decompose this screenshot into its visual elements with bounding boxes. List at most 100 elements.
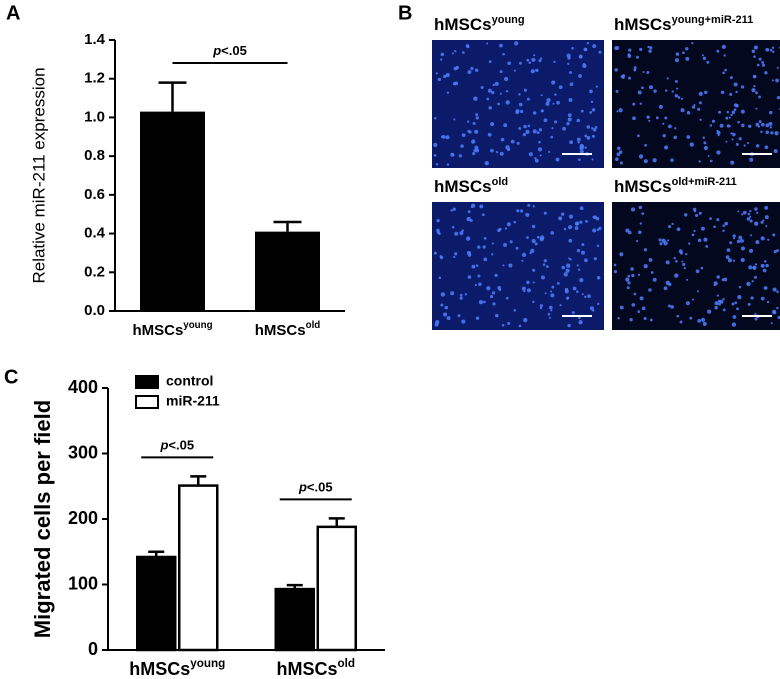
nucleus [630,207,636,212]
image-caption: hMSCsyoung+miR-211 [614,14,753,35]
nucleus [491,91,495,95]
nucleus [713,225,716,229]
nucleus [714,301,719,306]
nucleus [621,74,626,78]
nucleus [435,72,438,75]
nucleus [528,61,532,64]
nucleus [683,266,686,270]
y-tick-label: 200 [68,508,98,528]
nucleus [736,239,741,244]
nucleus [747,302,751,306]
nucleus [562,126,566,131]
nucleus [661,238,666,243]
nucleus [755,91,758,95]
nucleus [459,293,463,297]
nucleus [437,77,441,82]
nucleus [703,141,707,145]
nucleus [567,323,571,328]
nucleus [513,69,516,72]
nucleus [691,105,696,109]
nucleus [571,311,575,315]
nucleus [554,93,557,96]
nucleus [740,246,746,251]
nucleus [475,148,480,153]
nucleus [489,295,494,299]
y-tick-label: 0 [88,639,98,659]
nucleus [446,91,450,94]
nucleus [667,239,670,242]
y-tick-label: 0.8 [84,147,105,164]
nucleus [532,281,535,284]
nucleus [499,43,503,48]
nucleus [486,286,491,291]
caption-text: hMSCs [434,177,492,196]
nucleus [475,316,480,320]
nucleus [655,116,659,120]
caption-text: hMSCs [614,177,672,196]
nucleus [590,100,594,104]
nucleus [695,269,700,274]
nucleus [772,50,775,54]
nucleus [519,109,524,114]
nucleus [434,322,439,327]
nucleus [691,41,694,45]
nucleus [567,113,572,118]
nucleus [698,101,702,105]
nucleus [741,213,744,216]
nucleus [732,315,737,319]
nucleus [539,306,543,310]
nucleus [716,150,721,155]
nucleus [438,232,441,235]
nucleus [716,275,720,279]
nucleus [691,233,695,237]
nucleus [483,257,488,262]
nucleus [475,116,479,120]
nucleus [685,252,688,256]
nucleus [644,143,648,147]
nucleus [579,143,585,149]
nucleus [594,126,598,129]
nucleus [532,129,537,134]
nucleus [697,238,702,243]
nucleus [591,158,594,161]
nucleus [543,118,548,123]
nucleus [630,267,634,271]
nucleus [491,253,494,256]
nucleus [613,269,618,274]
nucleus [758,57,762,61]
nucleus [571,46,574,50]
nucleus [540,109,544,113]
nucleus [551,127,554,130]
nucleus [619,161,624,165]
nucleus [751,49,756,54]
nucleus [733,237,736,240]
nucleus [486,42,489,45]
nucleus [586,42,590,45]
nucleus [614,68,618,72]
nucleus [755,122,760,127]
nucleus [639,296,644,301]
nucleus [675,52,680,56]
nucleus [566,263,571,268]
nucleus [530,69,535,74]
nucleus [764,71,768,75]
nucleus [454,49,457,53]
x-tick-label: hMSCsyoung [129,657,225,679]
nucleus [709,159,713,163]
nucleus [553,60,556,64]
nucleus [680,108,685,113]
nucleus [589,306,594,311]
y-axis-label: Relative miR-211 expression [29,67,48,283]
nucleus [685,301,690,306]
image-caption: hMSCsold [434,176,508,197]
nucleus [722,71,725,75]
nucleus [488,60,492,63]
nucleus [537,147,543,152]
x-tick-text: hMSCs [132,322,183,339]
nucleus [475,113,479,117]
nucleus [513,309,517,312]
y-tick-label: 1.4 [84,31,106,48]
bar [178,484,219,652]
nucleus [470,66,474,71]
nucleus [753,221,759,226]
